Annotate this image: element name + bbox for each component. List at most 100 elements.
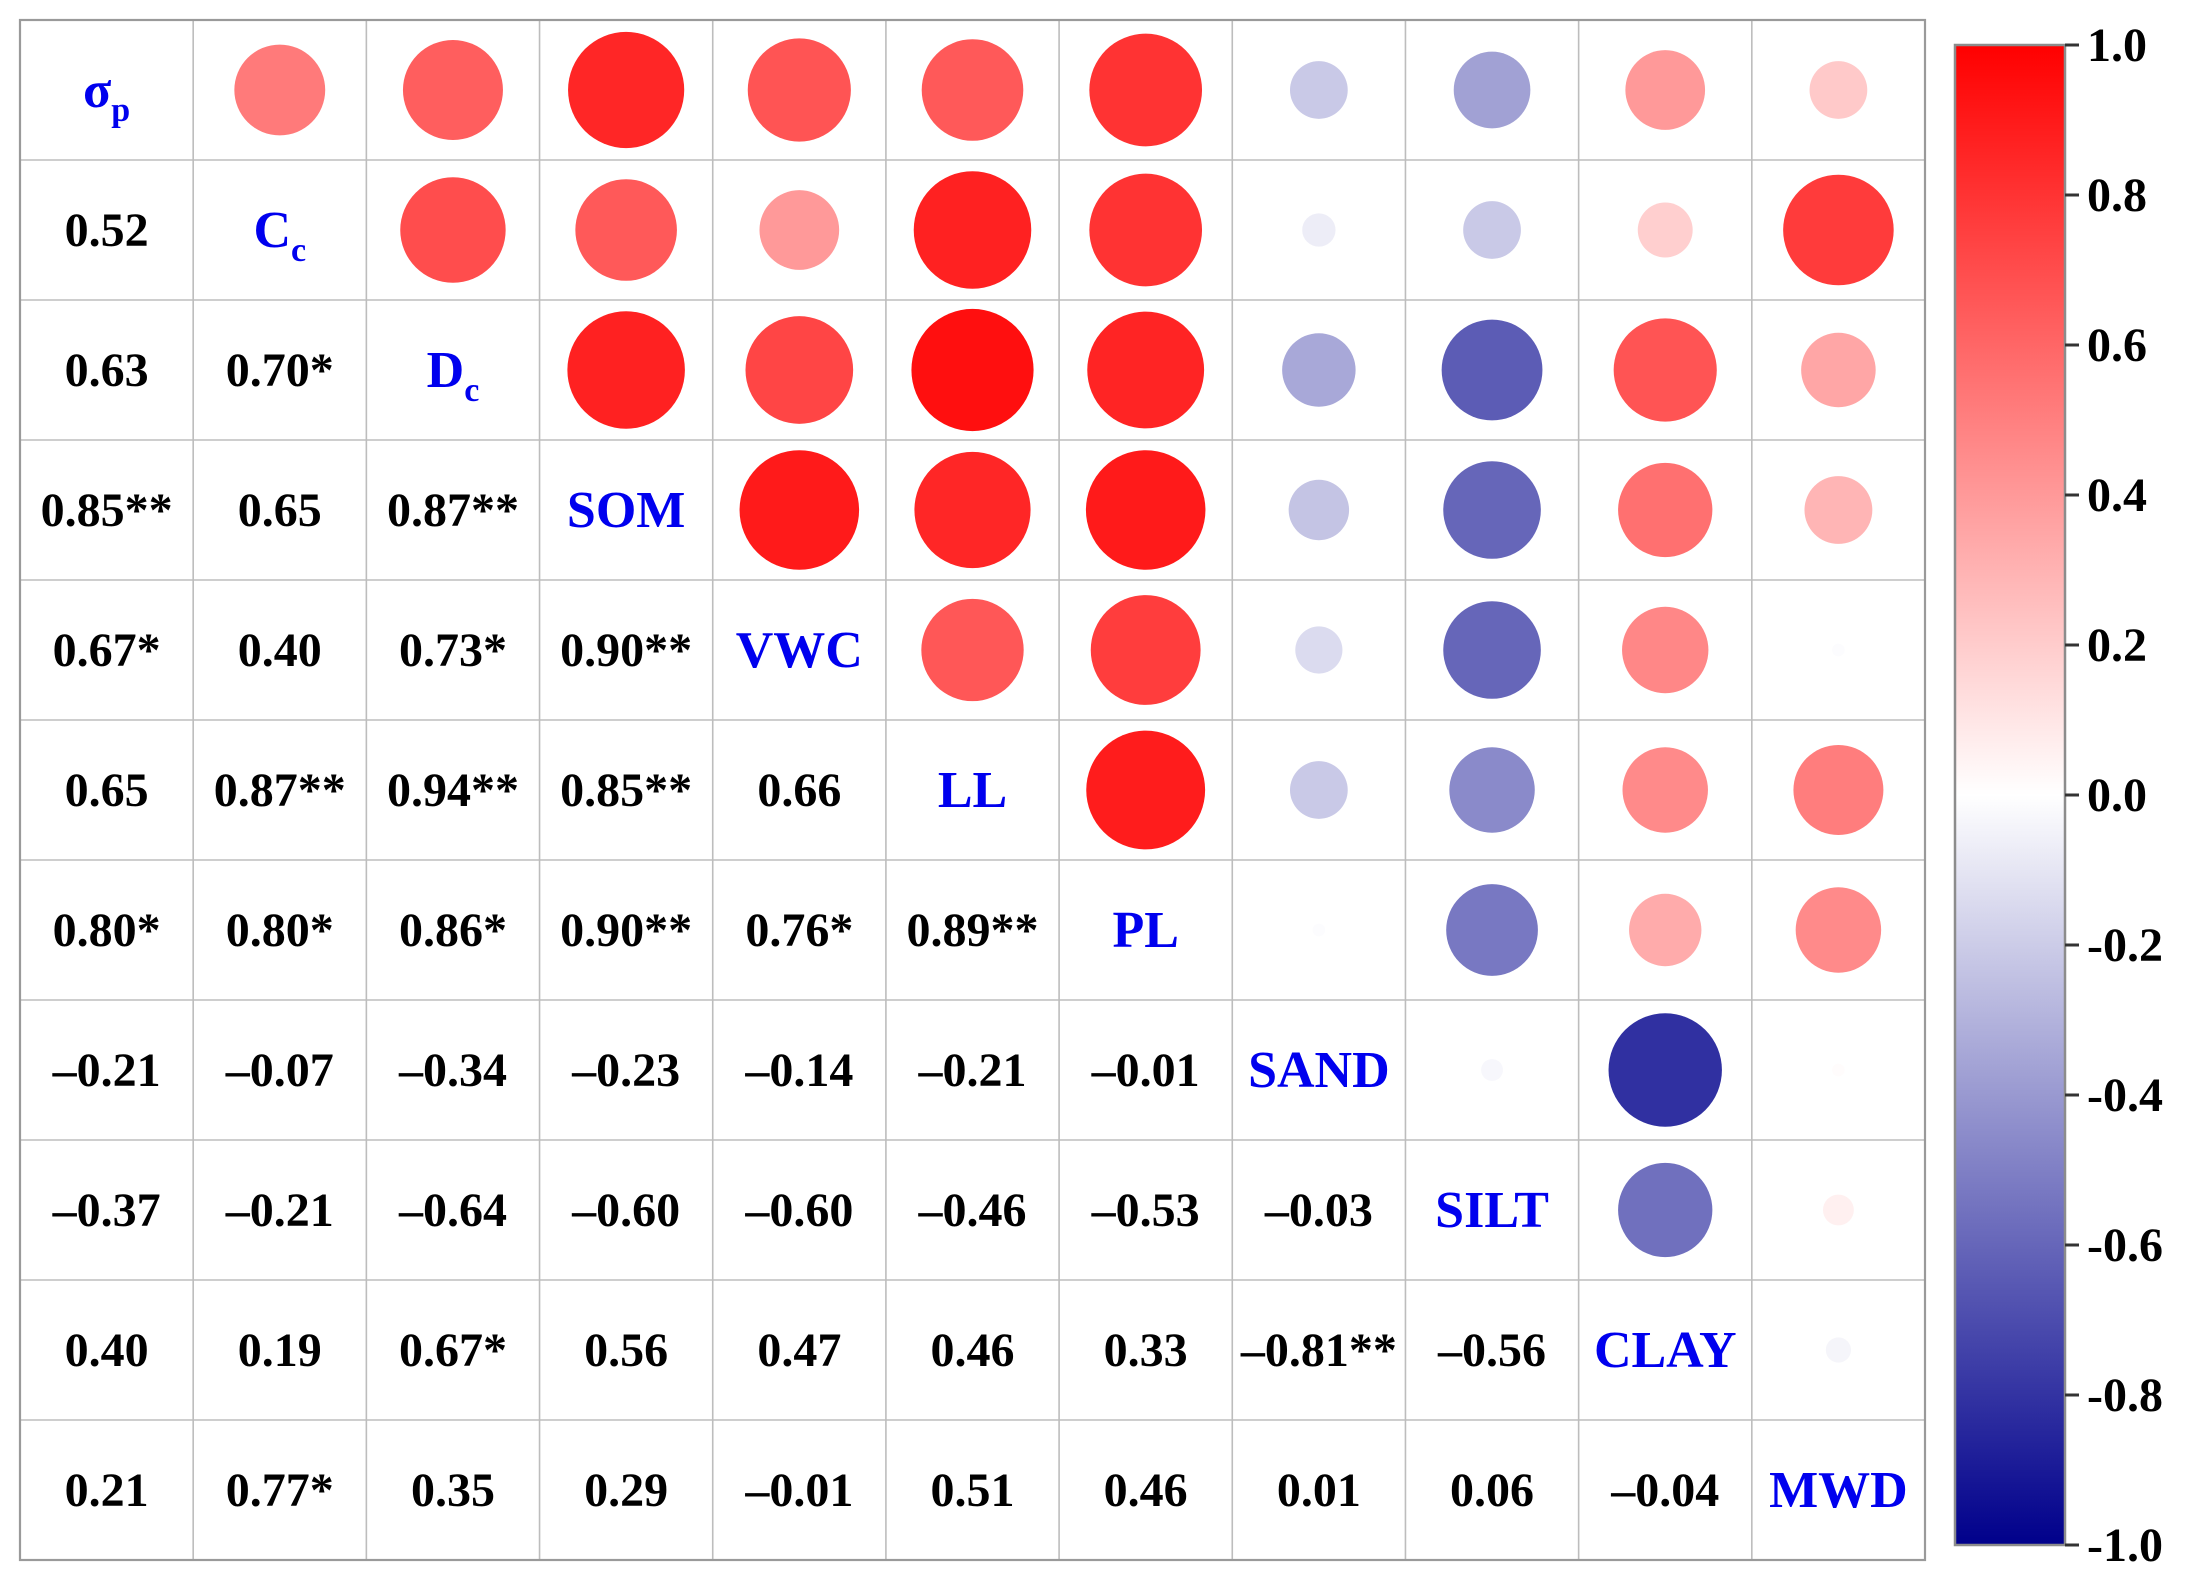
correlation-value-label: –0.34: [398, 1044, 507, 1097]
correlation-value-label: –0.01: [744, 1464, 853, 1517]
correlation-circle: [1783, 174, 1894, 286]
correlation-value-label: 0.94**: [387, 764, 519, 817]
correlation-circle: [1825, 1337, 1852, 1363]
correlation-circle: [921, 39, 1024, 141]
correlation-circle: [1809, 61, 1868, 119]
colorbar-tick-label: -0.2: [2087, 919, 2163, 972]
colorbar-tick-label: -0.8: [2087, 1369, 2163, 1422]
correlation-value-label: 0.80*: [53, 904, 161, 957]
variable-label: PL: [1112, 902, 1178, 959]
correlation-circle: [745, 316, 854, 424]
correlation-value-label: 0.76*: [745, 904, 853, 957]
correlation-value-label: 0.66: [757, 764, 841, 817]
correlation-value-label: –0.56: [1437, 1324, 1546, 1377]
correlation-value-label: 0.87**: [387, 484, 519, 537]
colorbar-tick-label: -0.4: [2087, 1069, 2163, 1122]
colorbar: 1.0 0.8 0.6 0.4 0.2 0.0 -0.2 -0.4 -0.6 -0.8 -1.0: [1953, 19, 2163, 1572]
correlation-circle: [1449, 747, 1535, 833]
correlation-value-label: –0.14: [744, 1044, 853, 1097]
correlation-circle: [1804, 476, 1873, 544]
correlation-value-label: 0.65: [238, 484, 322, 537]
correlation-circle: [1302, 213, 1336, 247]
correlation-circle: [1822, 1194, 1854, 1226]
matrix-border: [18, 18, 1927, 1562]
colorbar-gradient: [1955, 45, 2065, 1545]
correlation-value-label: –0.03: [1264, 1184, 1373, 1237]
correlation-value-label: 0.90**: [560, 904, 692, 957]
correlation-circle: [911, 308, 1034, 432]
correlation-circle: [1801, 332, 1876, 408]
correlation-circle: [739, 450, 860, 570]
correlation-circle: [1441, 319, 1543, 421]
correlation-circle: [913, 171, 1032, 289]
correlation-circle: [1312, 923, 1326, 937]
correlation-value-label: 0.70*: [226, 344, 334, 397]
variable-label: Cc: [253, 202, 306, 269]
correlation-value-label: 0.40: [65, 1324, 149, 1377]
correlation-value-label: –0.46: [918, 1184, 1027, 1237]
correlation-value-label: 0.01: [1277, 1464, 1361, 1517]
correlation-value-label: –0.07: [225, 1044, 334, 1097]
colorbar-tick-label: 0.8: [2087, 169, 2147, 222]
correlation-value-label: 0.87**: [214, 764, 346, 817]
correlation-circle: [1086, 730, 1206, 850]
variable-label: Dc: [427, 342, 480, 409]
correlation-circle: [759, 190, 840, 270]
correlation-value-label: 0.89**: [907, 904, 1039, 957]
correlation-value-label: 0.67*: [53, 624, 161, 677]
correlation-circle: [1090, 595, 1201, 705]
variable-label: SOM: [567, 482, 685, 539]
correlation-circle: [1463, 201, 1521, 259]
variable-label: σp: [83, 62, 130, 129]
correlation-value-label: –0.21: [225, 1184, 334, 1237]
correlation-value-label: 0.19: [238, 1324, 322, 1377]
correlation-circle: [402, 39, 503, 141]
variable-label: SILT: [1435, 1182, 1549, 1239]
correlation-circle: [1622, 747, 1708, 833]
correlation-circle: [1289, 761, 1348, 819]
colorbar-tick-label: 0.0: [2087, 769, 2147, 822]
correlation-value-label: 0.33: [1104, 1324, 1188, 1377]
correlation-circle: [1443, 601, 1541, 699]
correlation-value-label: 0.56: [584, 1324, 668, 1377]
correlation-circle: [1608, 1013, 1722, 1127]
correlation-circle: [1295, 626, 1343, 674]
correlation-value-label: 0.46: [1104, 1464, 1188, 1517]
correlation-value-label: 0.21: [65, 1464, 149, 1517]
correlation-circle: [1282, 333, 1356, 407]
correlation-circle: [914, 451, 1031, 569]
correlation-circle: [575, 179, 677, 281]
correlation-value-label: 0.85**: [560, 764, 692, 817]
correlation-value-label: 0.51: [931, 1464, 1015, 1517]
correlation-circle: [1793, 745, 1884, 835]
correlation-circle: [1629, 893, 1702, 967]
correlation-value-label: 0.63: [65, 344, 149, 397]
variable-label: CLAY: [1594, 1322, 1737, 1379]
correlation-value-label: 0.52: [65, 204, 149, 257]
correlation-value-label: –0.23: [571, 1044, 680, 1097]
correlation-circle: [1618, 462, 1713, 558]
correlation-value-label: –0.53: [1091, 1184, 1200, 1237]
correlation-circle: [1443, 461, 1541, 559]
correlation-value-label: –0.01: [1091, 1044, 1200, 1097]
correlation-value-label: 0.86*: [399, 904, 507, 957]
correlation-circle: [1637, 202, 1693, 258]
correlation-circles: [234, 31, 1894, 1363]
correlation-circle: [1089, 173, 1203, 287]
correlation-value-label: –0.21: [52, 1044, 161, 1097]
correlation-value-label: –0.60: [744, 1184, 853, 1237]
correlation-circle: [1446, 884, 1538, 976]
correlation-circle: [1481, 1059, 1503, 1081]
correlation-circle: [568, 31, 685, 149]
correlation-value-label: 0.06: [1450, 1464, 1534, 1517]
correlation-circle: [1795, 887, 1882, 973]
correlation-value-label: 0.73*: [399, 624, 507, 677]
correlation-circle: [1089, 33, 1203, 147]
correlation-circle: [747, 38, 851, 142]
variable-label: MWD: [1769, 1462, 1908, 1519]
colorbar-tick-label: -0.6: [2087, 1219, 2163, 1272]
correlation-circle: [1453, 51, 1531, 129]
correlation-circle: [1618, 1162, 1713, 1258]
correlation-value-label: –0.37: [52, 1184, 161, 1237]
